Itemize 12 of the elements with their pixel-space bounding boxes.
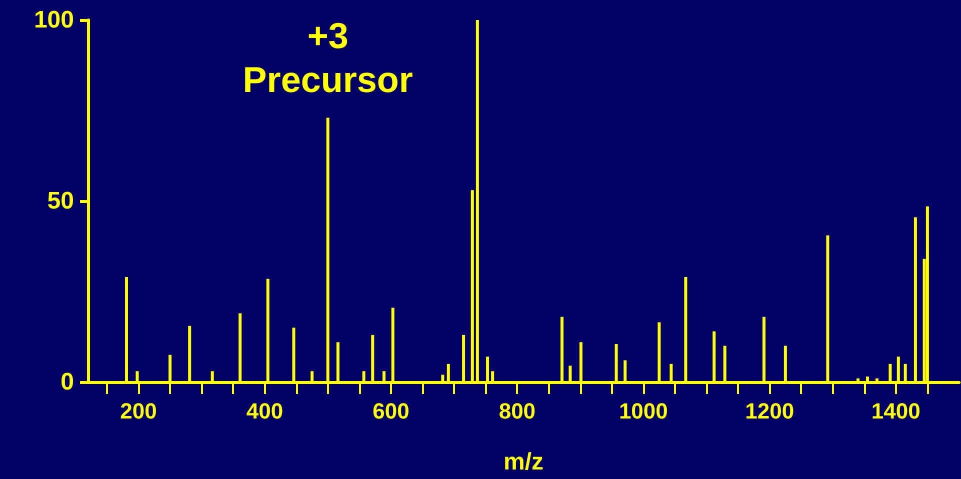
y-tick-label: 100 [34,6,74,34]
x-tick-label: 600 [372,398,410,424]
x-tick-label: 400 [246,398,284,424]
x-tick-label: 1000 [618,398,668,424]
y-tick-label: 50 [47,188,74,214]
x-tick-label: 200 [120,398,157,424]
x-tick-label: 1400 [871,398,920,424]
x-axis-title: m/z [503,448,544,476]
x-tick-label: 800 [498,398,536,424]
y-tick-label: 0 [60,368,74,396]
annotation: +3 Precursor [242,15,413,100]
x-tick-label: 1200 [745,398,794,424]
